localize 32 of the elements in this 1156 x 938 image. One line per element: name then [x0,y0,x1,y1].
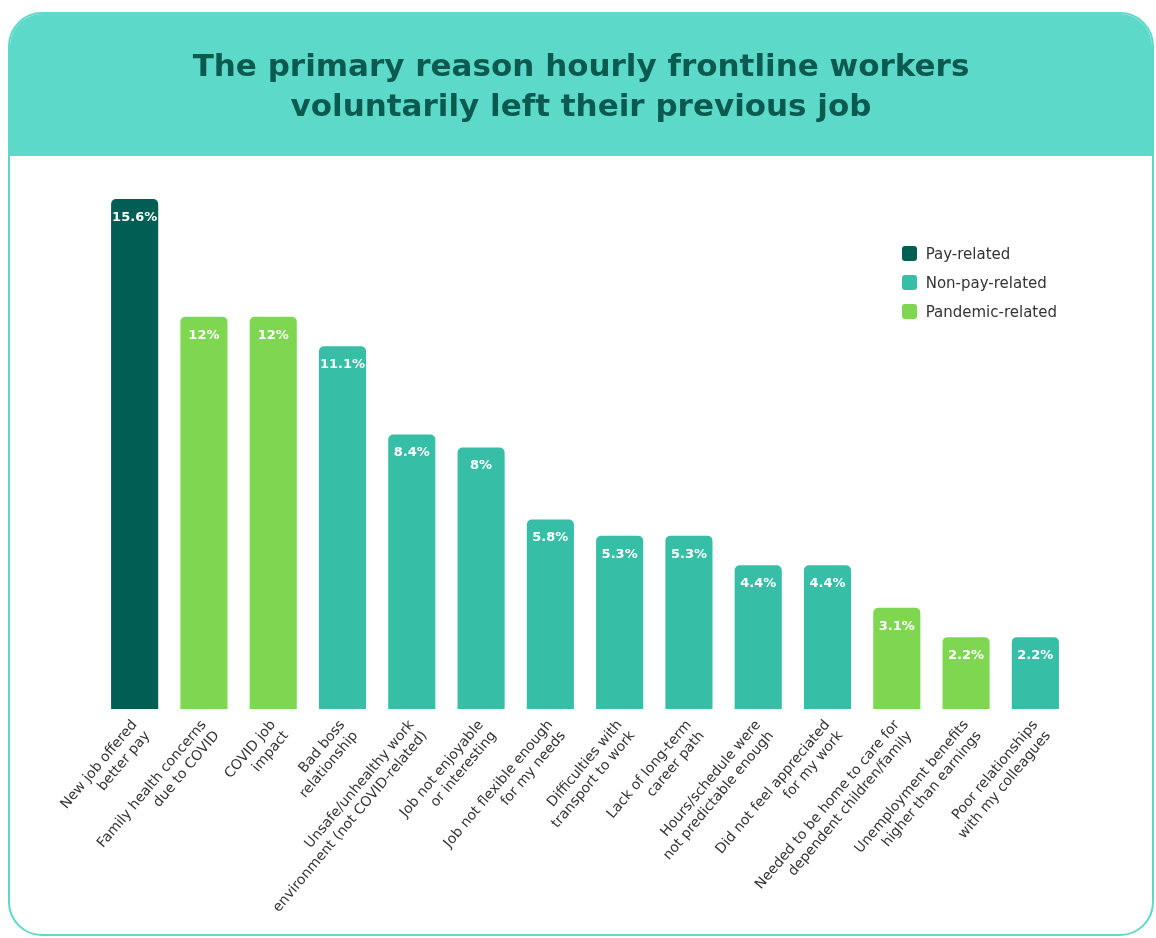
bar [873,607,921,710]
data-label: 15.6% [112,208,158,224]
chart-title: The primary reason hourly frontline workers voluntarily left their previous job [10,14,1152,156]
bar [942,637,990,710]
data-label: 8.4% [393,444,430,460]
bar [526,519,574,710]
data-label: 11.1% [319,356,366,372]
bar [734,565,782,710]
data-label: 4.4% [809,575,846,591]
data-label: 12% [188,326,220,342]
bar [111,199,159,710]
bar [318,346,367,710]
legend-label: Non-pay-related [925,273,1047,292]
bar [596,535,644,710]
legend-label: Pay-related [925,244,1011,263]
bar [803,565,852,710]
bar [388,434,436,710]
data-label: 8% [470,457,493,473]
data-label: 5.3% [601,545,638,561]
data-label: 3.1% [878,617,915,633]
data-label: 2.2% [948,647,985,662]
data-label: 5.8% [532,529,569,545]
bar [457,447,505,710]
bar [665,535,713,710]
data-label: 5.3% [670,545,707,561]
legend-label: Pandemic-related [925,302,1057,321]
bar [249,316,297,710]
data-label: 4.4% [740,575,777,591]
data-label: 2.2% [1017,647,1054,662]
bar [1011,637,1059,710]
bar [180,316,228,710]
data-label: 12% [257,326,289,342]
